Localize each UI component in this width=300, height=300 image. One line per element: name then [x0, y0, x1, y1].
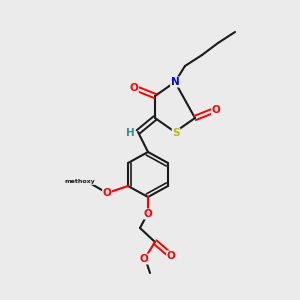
Text: N: N	[171, 77, 179, 87]
Text: O: O	[103, 188, 111, 198]
Text: O: O	[130, 83, 138, 93]
Text: O: O	[167, 251, 176, 261]
Text: methoxy: methoxy	[64, 179, 95, 184]
Text: H: H	[126, 128, 134, 138]
Text: S: S	[172, 128, 180, 138]
Text: O: O	[144, 209, 152, 219]
Text: O: O	[140, 254, 148, 264]
Text: O: O	[212, 105, 220, 115]
